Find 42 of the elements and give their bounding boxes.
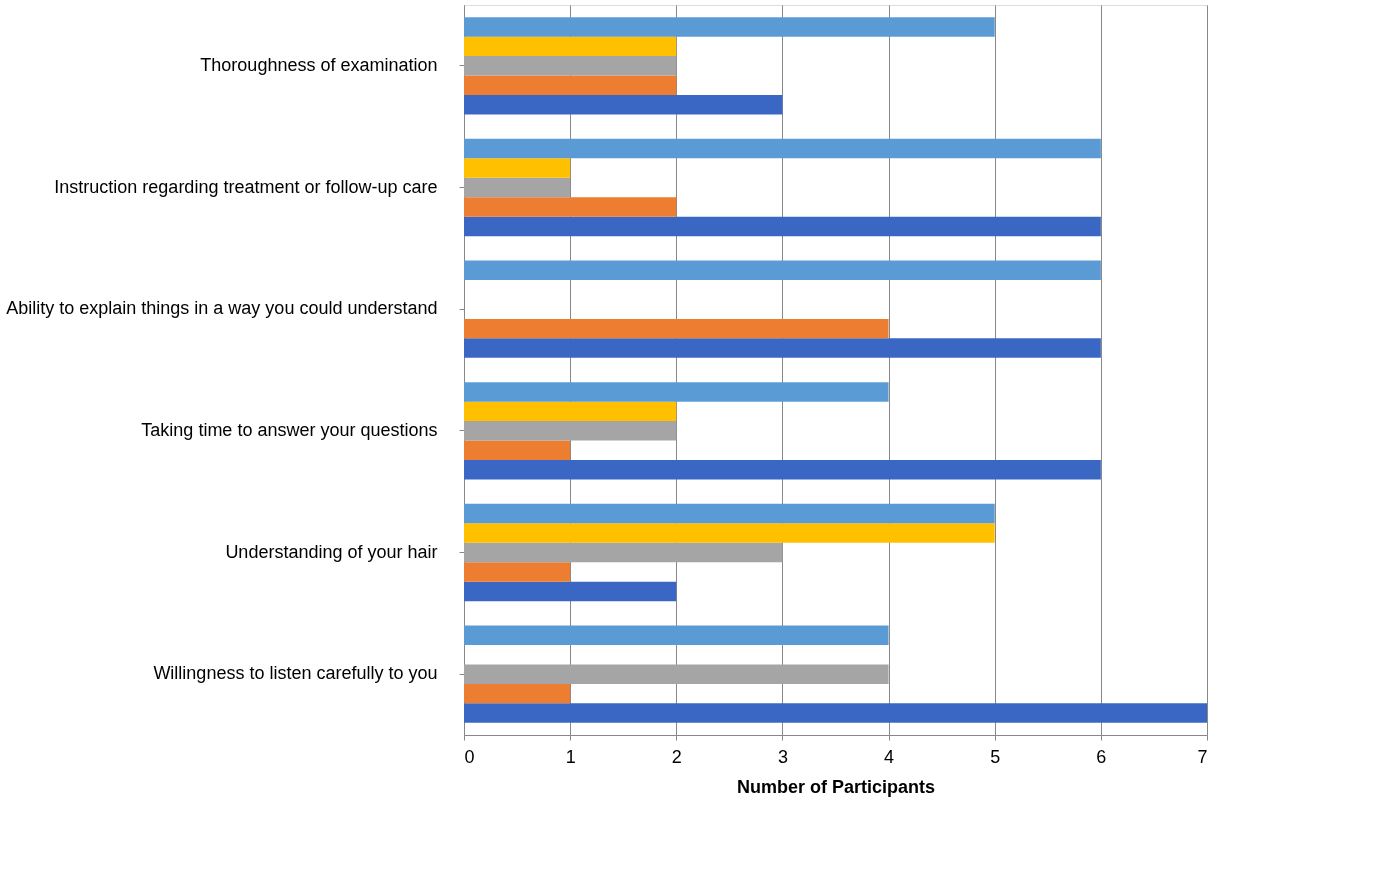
bar xyxy=(464,36,677,57)
x-tick-label: 7 xyxy=(1197,746,1208,767)
bar xyxy=(464,562,571,582)
y-tick-label: Taking time to answer your questions xyxy=(141,419,438,440)
bar xyxy=(464,503,995,524)
x-axis-title: Number of Participants xyxy=(736,776,936,797)
bar xyxy=(464,197,677,217)
bar xyxy=(464,95,783,115)
x-tick-label: 1 xyxy=(565,746,576,767)
x-tick-label: 2 xyxy=(671,746,682,767)
x-tick-label: 0 xyxy=(464,746,475,767)
bar xyxy=(464,683,571,704)
bar xyxy=(464,625,889,645)
bar xyxy=(464,56,677,76)
bar xyxy=(464,523,995,543)
bar xyxy=(464,440,571,461)
bar xyxy=(464,542,783,563)
y-tick-label: Instruction regarding treatment or follow-up care xyxy=(54,176,438,197)
x-tick-label: 3 xyxy=(777,746,788,767)
bar xyxy=(464,460,1101,480)
bar xyxy=(464,421,677,441)
x-tick-label: 4 xyxy=(884,746,895,767)
x-tick-label: 5 xyxy=(990,746,1001,767)
bar xyxy=(464,177,571,198)
y-tick-label: Thoroughness of examination xyxy=(200,54,438,75)
bar xyxy=(464,581,677,602)
bar xyxy=(464,382,889,402)
bar xyxy=(464,75,677,96)
bar xyxy=(464,138,1101,159)
y-tick-label: Willingness to listen carefully to you xyxy=(153,663,438,684)
bar xyxy=(464,17,995,37)
bar xyxy=(464,338,1101,358)
bar xyxy=(464,260,1101,280)
bar xyxy=(464,318,889,339)
bar xyxy=(464,664,889,684)
bar xyxy=(464,401,677,422)
bar xyxy=(464,703,1207,723)
y-tick-label: Ability to explain things in a way you could understand xyxy=(6,298,438,319)
x-tick-label: 6 xyxy=(1096,746,1107,767)
y-tick-label: Understanding of your hair xyxy=(225,541,438,562)
bar xyxy=(464,216,1101,237)
bar xyxy=(464,158,571,178)
